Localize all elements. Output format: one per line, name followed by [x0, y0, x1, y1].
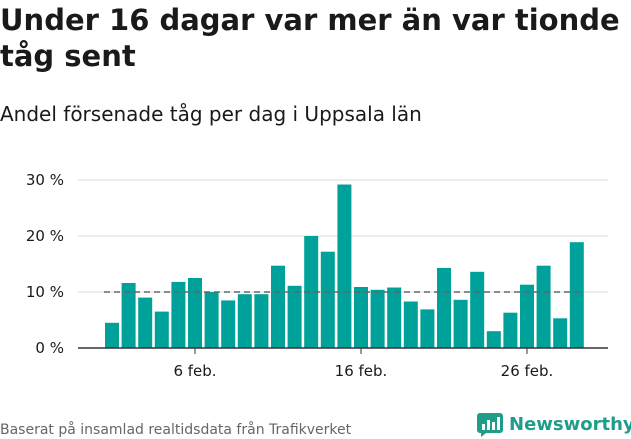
y-tick-label: 0 %: [35, 339, 64, 357]
bar: [387, 287, 402, 348]
bars: [105, 184, 584, 348]
bar: [569, 242, 584, 348]
bar: [503, 312, 518, 348]
x-tick-label: 6 feb.: [173, 362, 216, 380]
source-note: Baserat på insamlad realtidsdata från Tr…: [0, 422, 352, 438]
bar: [486, 331, 501, 348]
bar: [320, 251, 335, 348]
chart-subtitle: Andel försenade tåg per dag i Uppsala lä…: [0, 102, 422, 126]
bar: [403, 301, 418, 348]
bar: [520, 284, 534, 348]
bar: [204, 292, 219, 348]
x-axis: 6 feb. 16 feb. 26 feb.: [78, 347, 608, 380]
bar: [188, 278, 202, 348]
bar: [105, 322, 119, 348]
bar: [237, 294, 252, 348]
brand-name: Newsworthy: [509, 413, 631, 435]
chart-title: Under 16 dagar var mer än var tionde tåg…: [0, 3, 620, 73]
y-axis-ticks: 0 % 10 % 20 % 30 %: [26, 171, 64, 357]
brand-logo: Newsworthy: [477, 410, 631, 438]
bar: [221, 300, 236, 348]
x-tick-label: 26 feb.: [501, 362, 554, 380]
bar: [453, 299, 468, 348]
bar: [254, 294, 269, 348]
bar: [536, 265, 551, 348]
bar: [287, 285, 302, 348]
bar: [121, 283, 136, 348]
y-tick-label: 30 %: [26, 171, 64, 189]
bar: [420, 309, 435, 348]
bar: [337, 184, 352, 348]
bar: [271, 265, 285, 348]
bar: [138, 297, 153, 348]
y-tick-label: 10 %: [26, 283, 64, 301]
bar: [553, 318, 568, 348]
bar: [370, 289, 385, 348]
bar: [354, 287, 368, 348]
y-tick-label: 20 %: [26, 227, 64, 245]
x-tick-label: 16 feb.: [335, 362, 388, 380]
bar: [154, 311, 169, 348]
bar: [437, 267, 451, 348]
bar: [171, 281, 186, 348]
bar: [470, 271, 485, 348]
bar: [304, 236, 319, 348]
newsworthy-icon: [477, 413, 503, 437]
